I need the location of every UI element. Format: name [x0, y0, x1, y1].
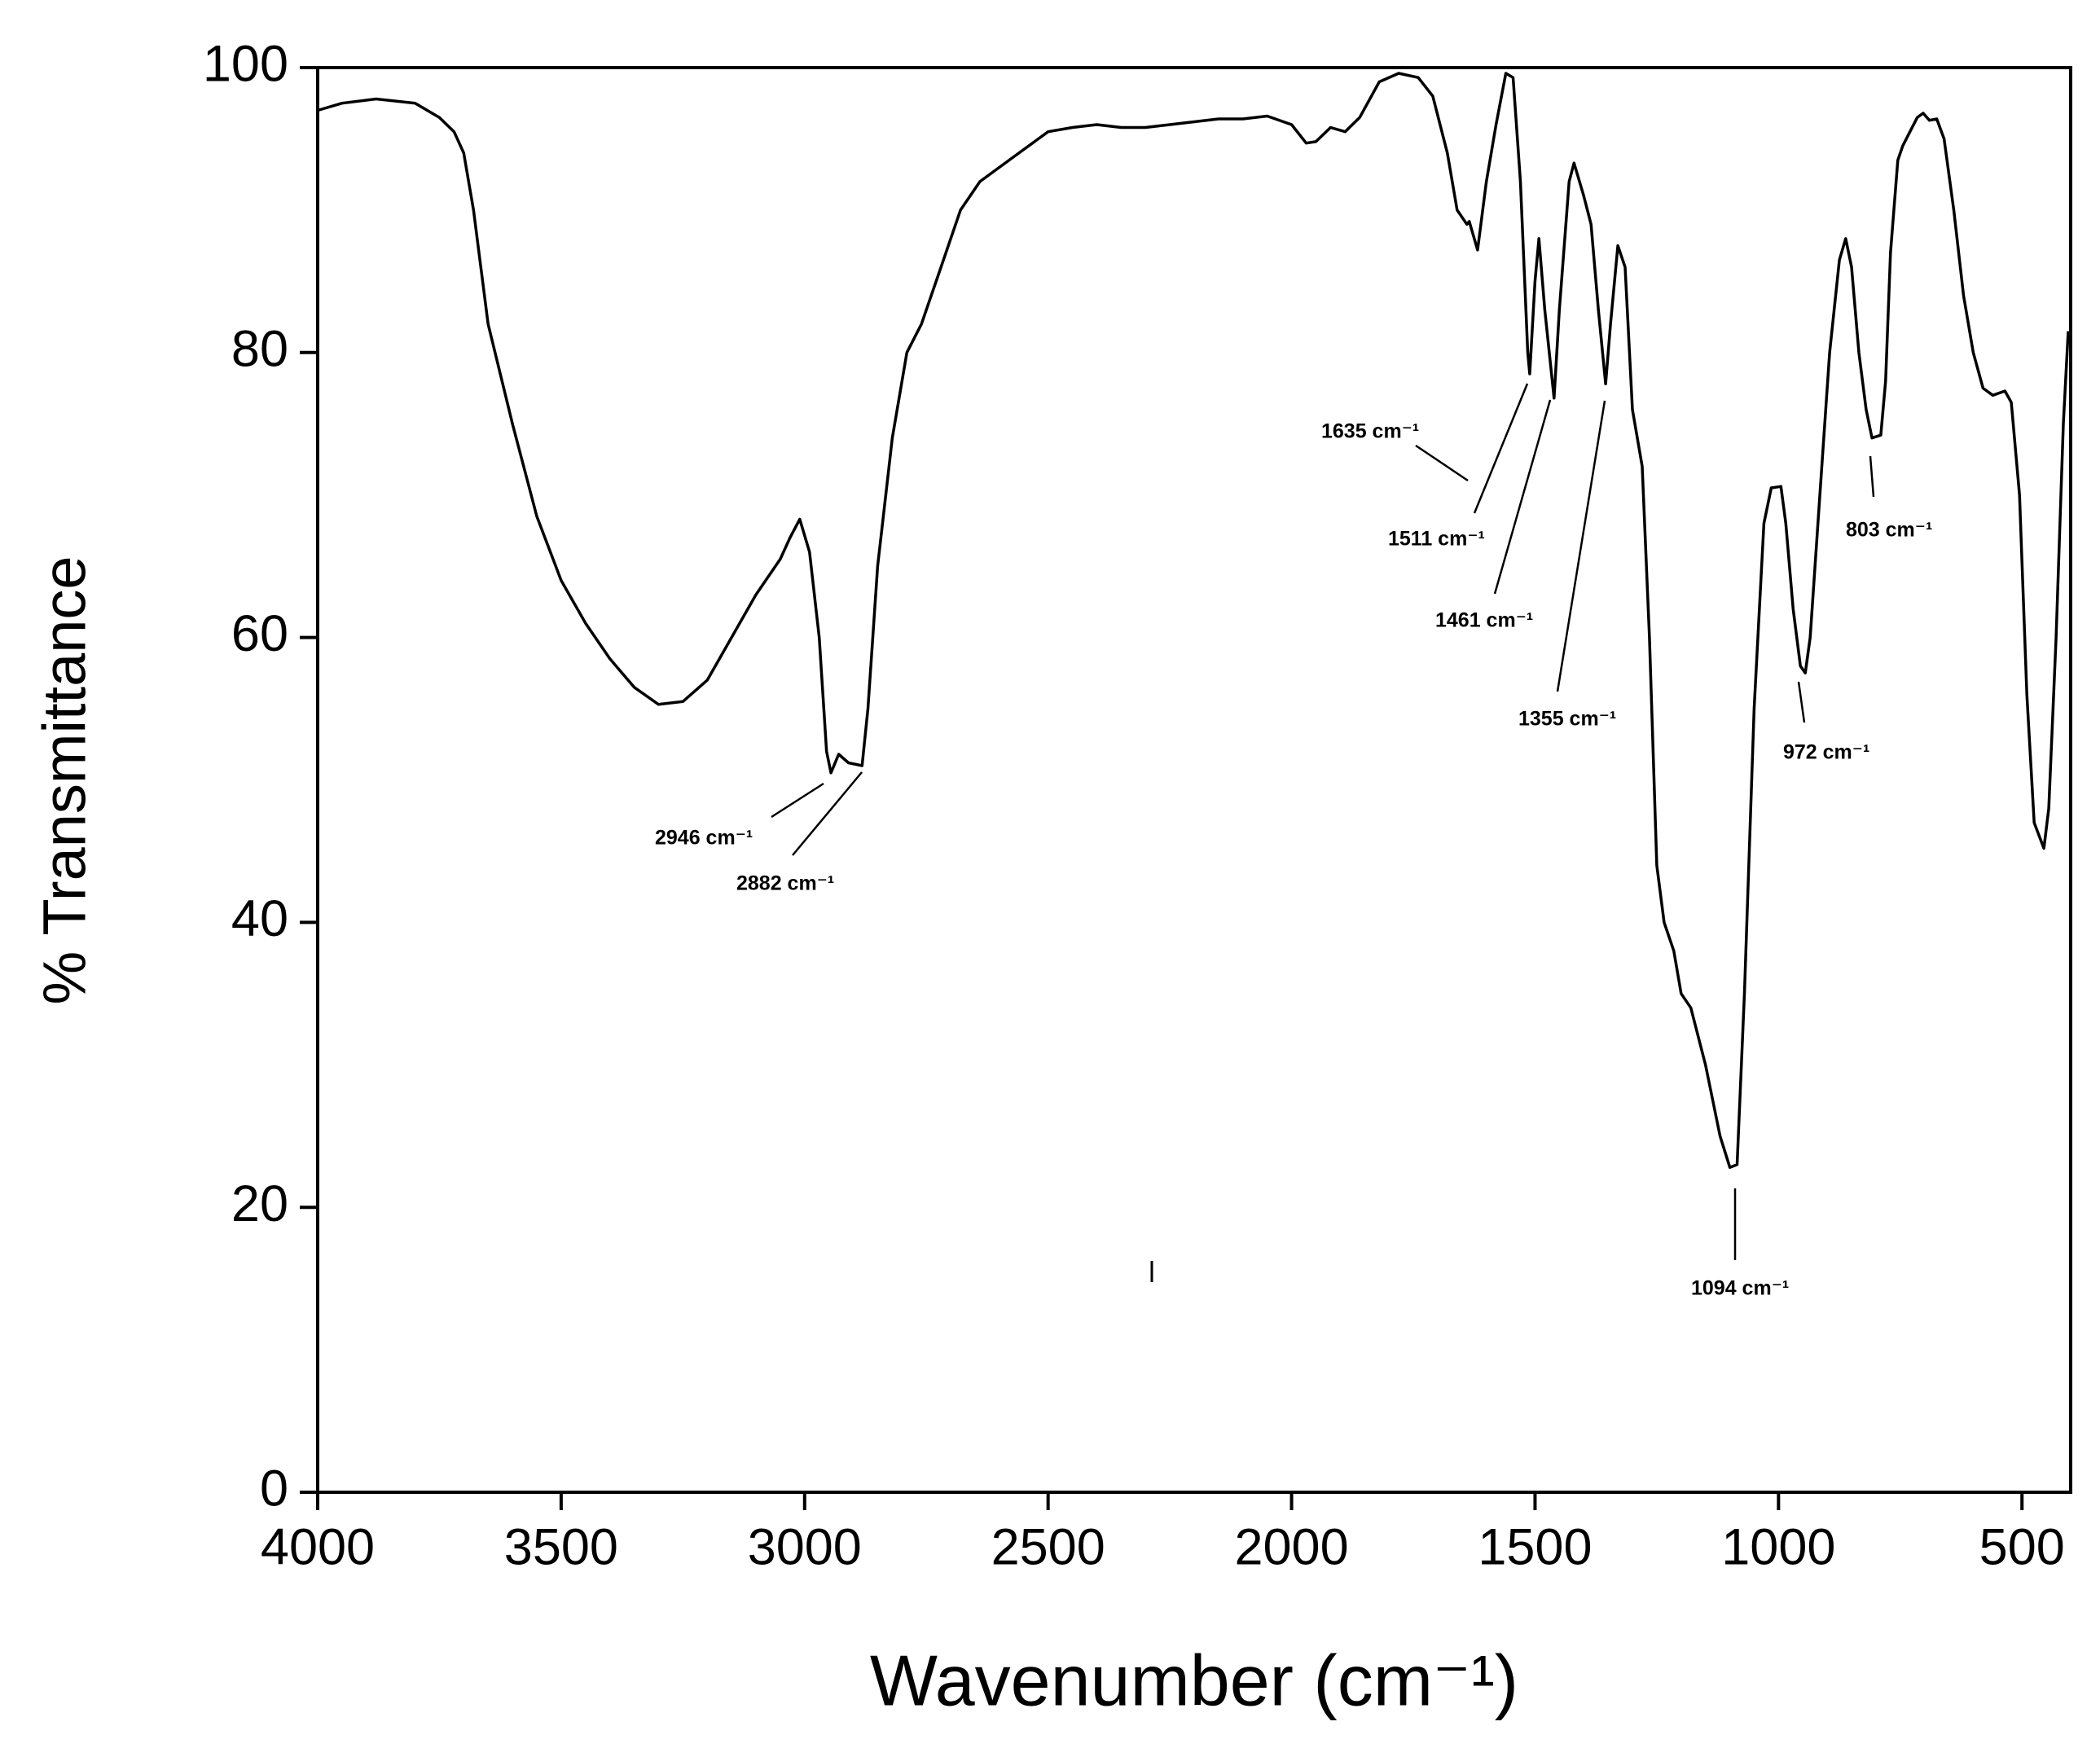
annotation-leader	[1797, 681, 1806, 723]
spectrum-line	[317, 72, 2070, 1169]
annotation-leader	[1869, 455, 1875, 498]
annotation: 1355 cm⁻¹	[1518, 708, 1616, 731]
y-tick-label: 100	[203, 36, 288, 93]
annotation-leader	[1473, 383, 1529, 514]
x-tick-label: 3000	[748, 1519, 862, 1576]
y-tick-label: 40	[231, 890, 288, 947]
y-tick-label: 80	[231, 320, 288, 377]
plot-frame	[316, 66, 2072, 1494]
annotation: 1635 cm⁻¹	[1321, 420, 1419, 443]
y-tick-label: 60	[231, 605, 288, 662]
y-axis-label: % Transmittance	[31, 556, 99, 1004]
annotation: 2946 cm⁻¹	[655, 827, 753, 850]
x-tick-label: 500	[1979, 1519, 2065, 1576]
x-tick-label: 2000	[1234, 1519, 1348, 1576]
x-tick-label: 2500	[991, 1519, 1105, 1576]
x-tick-label: 1000	[1721, 1519, 1835, 1576]
annotation: 1461 cm⁻¹	[1435, 609, 1533, 632]
x-tick-label: 1500	[1478, 1519, 1592, 1576]
annotation-leader	[1493, 399, 1552, 595]
annotation: 1094 cm⁻¹	[1691, 1277, 1789, 1300]
x-axis-label: Wavenumber (cm⁻¹)	[870, 1640, 1518, 1720]
annotation-leader	[792, 771, 863, 856]
annotation-leader	[1556, 400, 1606, 692]
y-tick-label: 0	[260, 1460, 288, 1517]
x-tick-label: 4000	[261, 1519, 375, 1576]
annotation: 2882 cm⁻¹	[736, 872, 834, 895]
annotation-leader	[1415, 444, 1469, 482]
x-tick-label: 3500	[504, 1519, 618, 1576]
annotation-leader	[771, 782, 824, 819]
annotation: 803 cm⁻¹	[1846, 519, 1932, 542]
annotation: 972 cm⁻¹	[1783, 741, 1869, 764]
annotation: 1511 cm⁻¹	[1388, 528, 1485, 551]
y-tick-label: 20	[231, 1175, 288, 1232]
